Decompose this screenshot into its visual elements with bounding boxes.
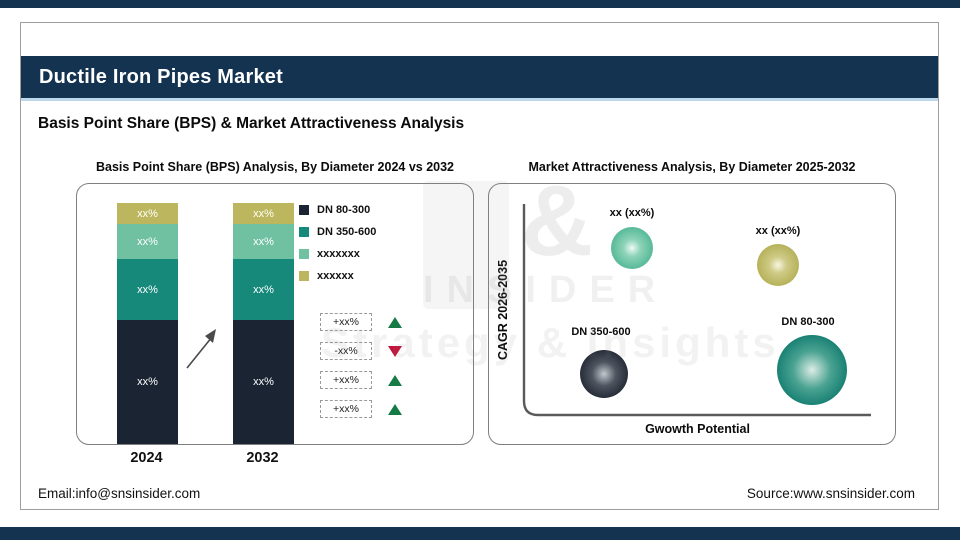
- bubble-label: DN 80-300: [781, 316, 835, 328]
- bar-segment: xx%: [233, 320, 294, 444]
- legend-swatch: [299, 248, 309, 259]
- stacked-bar-2024: xx% xx% xx% xx%: [117, 203, 178, 444]
- bar-segment: xx%: [117, 203, 178, 224]
- x-axis-title: Gwowth Potential: [645, 422, 750, 436]
- footer-email: Email:info@snsinsider.com: [38, 486, 201, 501]
- bottom-accent-bar: [0, 527, 960, 540]
- up-triangle-icon: [388, 316, 402, 328]
- bar-segment: xx%: [117, 320, 178, 444]
- bps-change-row: +xx%: [320, 400, 402, 418]
- legend-label: xxxxxxx: [317, 247, 360, 260]
- y-axis-title-wrap: CAGR 2026-2035: [491, 204, 515, 416]
- bubble-marker: [611, 227, 653, 269]
- bps-change-row: +xx%: [320, 371, 402, 389]
- bps-change-value: +xx%: [320, 400, 372, 418]
- bubble-label: DN 350-600: [571, 326, 631, 338]
- bubble-marker: [777, 335, 847, 405]
- legend-swatch: [299, 204, 309, 215]
- top-accent-bar: [0, 0, 960, 8]
- stacked-bar-2032: xx% xx% xx% xx%: [233, 203, 294, 444]
- bubble-marker: [757, 244, 799, 286]
- down-triangle-icon: [388, 345, 402, 357]
- legend-item: DN 350-600: [299, 225, 377, 238]
- bps-change-value: +xx%: [320, 371, 372, 389]
- legend-swatch: [299, 226, 309, 237]
- bubble-label: xx (xx%): [755, 225, 801, 237]
- legend-label: xxxxxx: [317, 269, 354, 282]
- category-label-2032: 2032: [246, 450, 279, 466]
- y-axis-title: CAGR 2026-2035: [496, 259, 510, 361]
- legend-label: DN 80-300: [317, 203, 371, 216]
- bubble-marker: [580, 350, 628, 398]
- content-card: Ductile Iron Pipes Market Basis Point Sh…: [20, 22, 939, 510]
- legend-item: xxxxxx: [299, 269, 376, 282]
- legend-label: DN 350-600: [317, 225, 377, 238]
- bps-change-row: -xx%: [320, 342, 402, 360]
- category-label-2024: 2024: [130, 450, 163, 466]
- up-triangle-icon: [388, 374, 402, 386]
- title-banner: Ductile Iron Pipes Market: [21, 56, 938, 101]
- bps-change-value: -xx%: [320, 342, 372, 360]
- bps-change-value: +xx%: [320, 313, 372, 331]
- attractiveness-chart-panel: CAGR 2026-2035 Gwowth Potential xx (xx%)…: [488, 183, 896, 445]
- bar-segment: xx%: [117, 259, 178, 320]
- attractiveness-chart-title: Market Attractiveness Analysis, By Diame…: [528, 160, 856, 174]
- bps-chart-title: Basis Point Share (BPS) Analysis, By Dia…: [95, 160, 455, 174]
- legend-item: xxxxxxx: [299, 247, 376, 260]
- page-title: Ductile Iron Pipes Market: [39, 65, 283, 88]
- bar-segment: xx%: [233, 224, 294, 259]
- bps-legend: DN 80-300 DN 350-600 xxxxxxx xxxxxx: [299, 203, 377, 282]
- bps-change-list: +xx% -xx% +xx% +xx%: [320, 313, 402, 418]
- up-triangle-icon: [388, 403, 402, 415]
- growth-arrow-icon: [186, 329, 216, 369]
- legend-swatch: [299, 270, 309, 281]
- bubble-label: xx (xx%): [609, 207, 655, 219]
- bps-change-row: +xx%: [320, 313, 402, 331]
- page-subtitle: Basis Point Share (BPS) & Market Attract…: [38, 115, 465, 132]
- bar-segment: xx%: [233, 259, 294, 320]
- bps-chart-panel: xx% xx% xx% xx% xx% xx% xx% xx% DN 80-30…: [76, 183, 474, 445]
- footer-source: Source:www.snsinsider.com: [746, 486, 915, 501]
- legend-item: DN 80-300: [299, 203, 376, 216]
- bar-segment: xx%: [117, 224, 178, 259]
- axes-lines: [522, 204, 871, 417]
- bar-segment: xx%: [233, 203, 294, 224]
